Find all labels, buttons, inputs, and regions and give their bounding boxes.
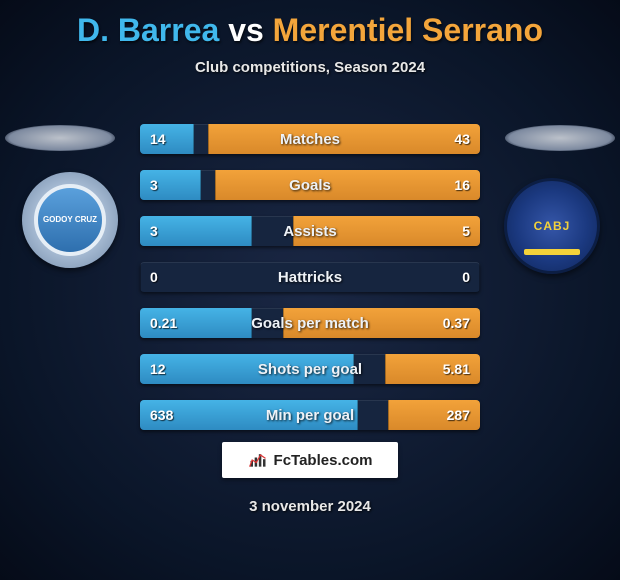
stat-row: Assists3 5 (140, 216, 480, 246)
site-logo: FcTables.com (222, 442, 398, 478)
player-left-name: D. Barrea (77, 12, 219, 48)
team-badge-right-text: CABJ (534, 219, 571, 233)
stat-value-right: 5.81 (433, 354, 480, 384)
stat-value-right: 287 (437, 400, 480, 430)
stat-value-left: 3 (140, 170, 168, 200)
stat-row: Goals per match0.21 0.37 (140, 308, 480, 338)
stat-value-left: 14 (140, 124, 176, 154)
team-badge-left: GODOY CRUZ (22, 172, 118, 268)
snapshot-date: 3 november 2024 (0, 498, 620, 515)
stat-row: Hattricks0 0 (140, 262, 480, 292)
team-badge-left-text: GODOY CRUZ (43, 216, 97, 225)
comparison-bars: Matches1443Goals316Assists35Hattricks00G… (140, 124, 480, 446)
stat-label: Hattricks (140, 262, 480, 292)
stat-label: Shots per goal (140, 354, 480, 384)
stat-value-left: 0 (140, 262, 168, 292)
stat-value-left: 12 (140, 354, 176, 384)
stat-value-right: 43 (444, 124, 480, 154)
season-subtitle: Club competitions, Season 2024 (0, 59, 620, 76)
site-name: FcTables.com (274, 452, 373, 469)
stat-row: Goals3 16 (140, 170, 480, 200)
vs-label: vs (228, 12, 264, 48)
halo-right (505, 125, 615, 151)
stat-row: Shots per goal12 5.81 (140, 354, 480, 384)
bar-chart-icon (248, 450, 268, 470)
stat-row: Matches14 43 (140, 124, 480, 154)
stat-label: Matches (140, 124, 480, 154)
halo-left (5, 125, 115, 151)
stat-row: Min per goal638 287 (140, 400, 480, 430)
stat-value-right: 0.37 (433, 308, 480, 338)
player-right-name: Merentiel Serrano (273, 12, 543, 48)
comparison-title: D. Barrea vs Merentiel Serrano (0, 0, 620, 49)
stat-value-right: 5 (452, 216, 480, 246)
stat-label: Goals (140, 170, 480, 200)
stat-label: Assists (140, 216, 480, 246)
stat-value-right: 16 (444, 170, 480, 200)
stat-value-right: 0 (452, 262, 480, 292)
stat-value-left: 638 (140, 400, 183, 430)
stat-value-left: 0.21 (140, 308, 187, 338)
stat-label: Goals per match (140, 308, 480, 338)
team-badge-right: CABJ (504, 178, 600, 274)
stat-value-left: 3 (140, 216, 168, 246)
stat-label: Min per goal (140, 400, 480, 430)
